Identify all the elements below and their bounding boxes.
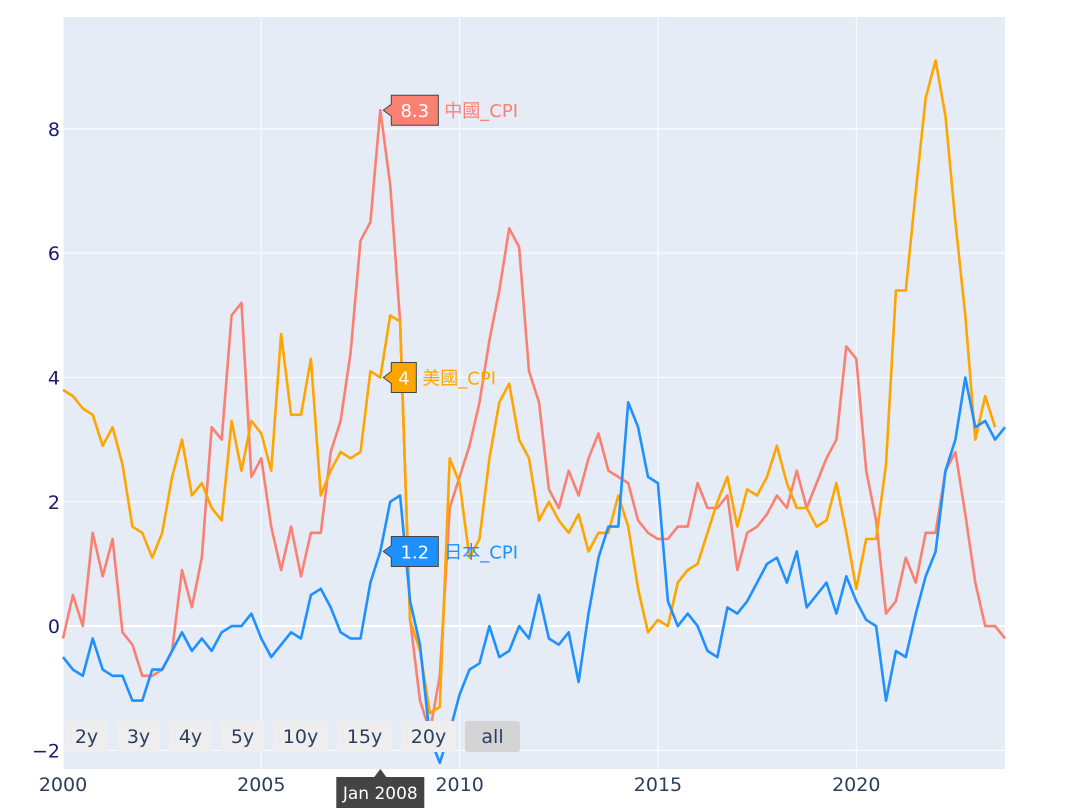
hover-value: 4 xyxy=(398,368,409,389)
series-line[interactable] xyxy=(62,59,997,715)
spike-date: Jan 2008 xyxy=(342,784,418,804)
range-button-label: 4y xyxy=(179,726,202,748)
hover-label-box xyxy=(382,535,439,567)
range-button-bg xyxy=(401,721,456,752)
hover-label-box xyxy=(382,94,439,126)
y-tick-label: 6 xyxy=(48,243,60,265)
series-line[interactable] xyxy=(61,376,1007,765)
range-button-bg xyxy=(465,721,520,752)
range-button-label: all xyxy=(481,726,503,748)
range-selector: 2y 3y 4y 5y 10y 15y 20y all xyxy=(65,721,520,752)
hover-series-name: 日本_CPI xyxy=(444,542,518,563)
hover-label: 8.3 中國_CPI xyxy=(382,94,518,126)
y-axis-ticks: −2 0 2 4 6 8 xyxy=(32,119,60,762)
range-button-label: 10y xyxy=(283,726,318,748)
hover-value: 8.3 xyxy=(400,101,429,122)
range-button-label: 5y xyxy=(231,726,254,748)
range-button-10y[interactable]: 10y xyxy=(273,721,328,752)
range-button-label: 2y xyxy=(75,726,98,748)
y-tick-label: 4 xyxy=(48,367,60,389)
y-tick-label: 2 xyxy=(48,492,60,514)
hover-series-name: 美國_CPI xyxy=(422,368,496,389)
range-button-label: 3y xyxy=(127,726,150,748)
range-button-bg xyxy=(65,721,108,752)
y-tick-label: 8 xyxy=(48,119,60,141)
range-button-3y[interactable]: 3y xyxy=(117,721,160,752)
series-line[interactable] xyxy=(61,108,1007,734)
range-button-bg xyxy=(117,721,160,752)
range-button-4y[interactable]: 4y xyxy=(169,721,212,752)
hover-label: 1.2 日本_CPI xyxy=(382,535,518,567)
x-axis-ticks: 2000 2005 2010 2015 2020 xyxy=(39,774,881,796)
range-button-label: 15y xyxy=(347,726,382,748)
y-tick-label: 0 xyxy=(48,616,60,638)
x-tick-label: 2000 xyxy=(39,774,87,796)
range-button-bg xyxy=(337,721,392,752)
hover-label-box xyxy=(382,361,417,393)
hover-label: 4 美國_CPI xyxy=(382,361,496,393)
range-button-bg xyxy=(169,721,212,752)
hover-labels: 8.3 中國_CPI 4 美國_CPI 1.2 日本_CPI Jan 2008 xyxy=(336,94,518,808)
x-tick-label: 2010 xyxy=(435,774,483,796)
hover-value: 1.2 xyxy=(400,542,429,563)
range-button-2y[interactable]: 2y xyxy=(65,721,108,752)
series-lines xyxy=(61,59,1007,765)
x-tick-label: 2020 xyxy=(832,774,880,796)
range-button-20y[interactable]: 20y xyxy=(401,721,456,752)
range-button-bg xyxy=(221,721,264,752)
range-button-label: 20y xyxy=(411,726,446,748)
hover-series-name: 中國_CPI xyxy=(444,101,518,122)
range-button-all[interactable]: all xyxy=(465,721,520,752)
x-tick-label: 2015 xyxy=(634,774,682,796)
range-button-5y[interactable]: 5y xyxy=(221,721,264,752)
grid-lines xyxy=(62,17,1005,769)
x-spike-label: Jan 2008 xyxy=(336,769,425,808)
spike-label-box xyxy=(336,769,425,808)
y-tick-label: −2 xyxy=(32,740,60,762)
range-button-bg xyxy=(273,721,328,752)
x-tick-label: 2005 xyxy=(237,774,285,796)
range-button-15y[interactable]: 15y xyxy=(337,721,392,752)
plot-area[interactable] xyxy=(63,17,1005,769)
